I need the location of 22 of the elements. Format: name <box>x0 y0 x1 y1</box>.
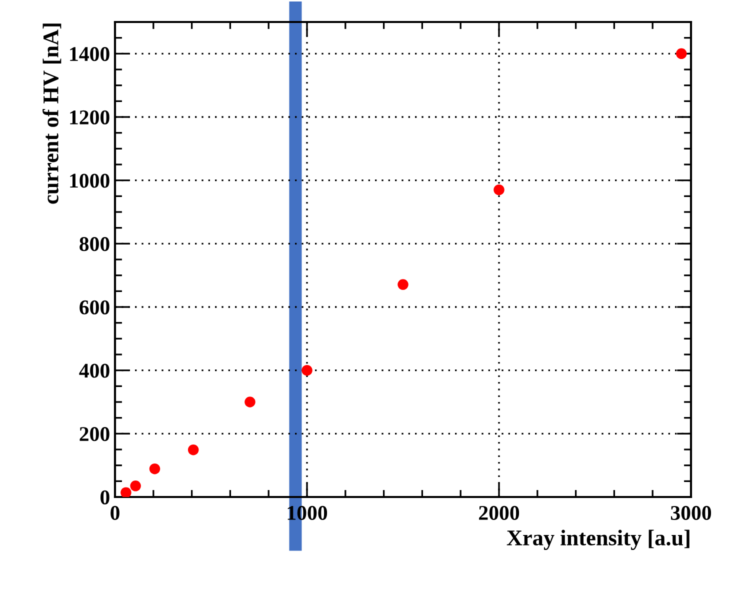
x-tick-label: 0 <box>110 506 120 520</box>
y-tick-label: 1000 <box>70 174 110 188</box>
y-tick-label: 800 <box>80 237 110 252</box>
point <box>398 279 408 290</box>
y-tick-label: 200 <box>80 427 110 442</box>
point <box>494 184 504 196</box>
x-axis-title: Xray intensity [a.u] <box>506 530 690 550</box>
y-axis-title: current of HV [nA] <box>42 24 62 204</box>
x-tick-label: 2000 <box>479 506 520 520</box>
y-tick-label: 0 <box>100 490 110 504</box>
y-tick-label: 600 <box>80 300 110 314</box>
point <box>676 48 687 60</box>
point <box>130 480 141 492</box>
point <box>188 444 199 456</box>
x-tick-label: 3000 <box>670 506 712 520</box>
point <box>244 396 256 408</box>
y-tick-label: 1400 <box>70 47 110 62</box>
y-tick-label: 1200 <box>70 110 110 124</box>
point <box>149 463 160 474</box>
y-tick-label: 400 <box>79 364 110 378</box>
point <box>302 364 312 376</box>
point <box>120 487 132 497</box>
